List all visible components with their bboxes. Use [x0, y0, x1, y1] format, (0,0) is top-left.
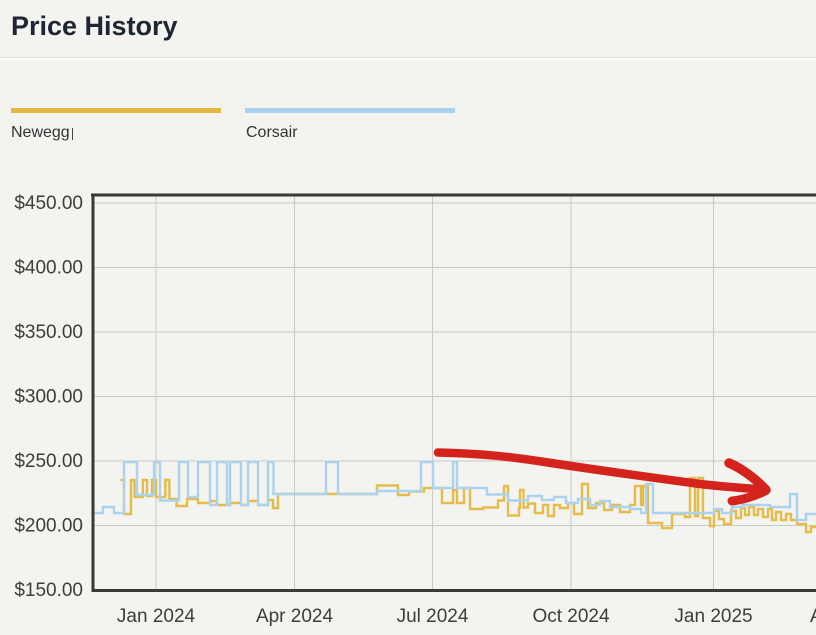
svg-text:$400.00: $400.00 [14, 258, 83, 279]
svg-text:$300.00: $300.00 [14, 387, 83, 408]
svg-text:Jan 2025: Jan 2025 [674, 606, 752, 627]
svg-text:$250.00: $250.00 [14, 451, 83, 472]
svg-text:Apr 2024: Apr 2024 [256, 606, 334, 627]
svg-text:$450.00: $450.00 [14, 193, 83, 214]
svg-text:$350.00: $350.00 [14, 322, 83, 343]
svg-text:Jul 2024: Jul 2024 [397, 606, 469, 627]
svg-text:$200.00: $200.00 [14, 516, 83, 537]
svg-text:Jan 2024: Jan 2024 [117, 606, 196, 627]
svg-text:Oct 2024: Oct 2024 [532, 606, 610, 627]
svg-text:Apr 2025: Apr 2025 [810, 606, 816, 627]
svg-text:$150.00: $150.00 [14, 580, 83, 601]
